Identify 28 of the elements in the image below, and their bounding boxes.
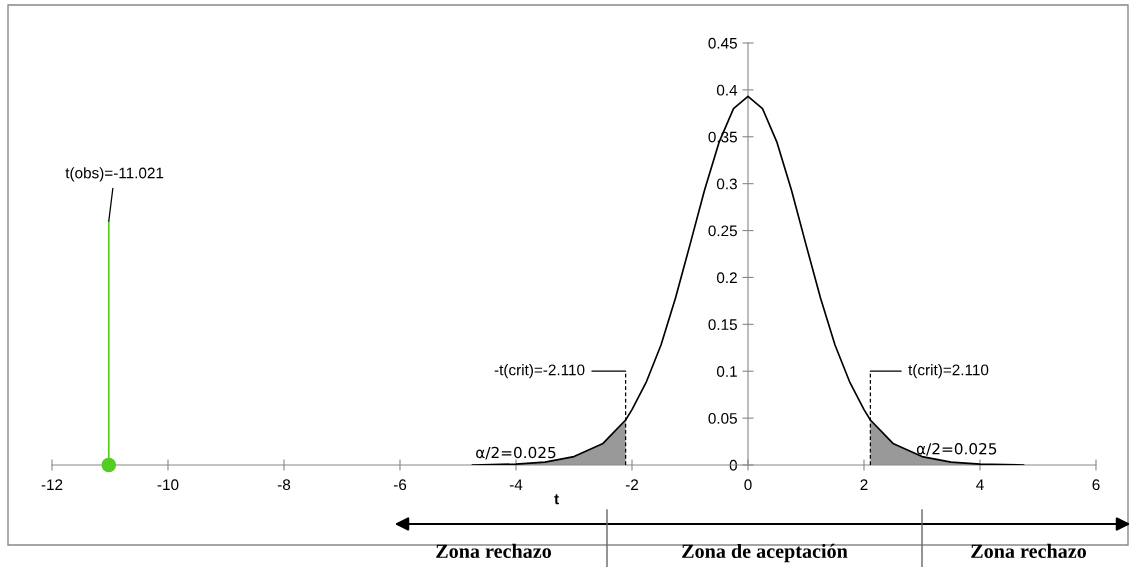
x-tick-label: 2 [860,479,868,490]
x-tick-label: -4 [509,479,523,490]
y-tick-label: 0.25 [708,225,737,237]
text: Zona rechazo [436,543,551,559]
x-tick-label: 4 [976,479,984,490]
annotation: -t(crit)=-2.110 [494,364,585,379]
annotation: α/2=0.025 [476,446,556,460]
y-tick-label: 0.1 [716,366,737,377]
y-tick-label: 0.2 [716,272,737,284]
x-tick-label: -10 [157,479,179,491]
x-tick-label: -6 [393,479,407,491]
text: Zona de aceptación [682,543,848,563]
annotation: t(crit)=2.110 [908,364,989,379]
y-tick-label: 0.4 [716,84,738,96]
x-tick-label: -2 [625,479,639,490]
y-tick-label: 0.45 [708,37,737,49]
y-tick-label: 0.3 [716,178,737,190]
x-axis-title: t [554,494,559,505]
y-tick-label: 0.05 [708,412,737,424]
x-tick-label: -8 [277,479,291,491]
y-tick-label: 0 [729,459,737,471]
text: Zona rechazo [971,543,1086,559]
x-tick-label: -12 [41,479,63,490]
annotation: α/2=0.025 [916,442,997,456]
x-tick-label: 0 [744,479,752,491]
y-tick-label: 0.15 [708,319,737,331]
annotation: t(obs)=-11.021 [65,167,164,182]
x-tick-label: 6 [1092,479,1100,491]
